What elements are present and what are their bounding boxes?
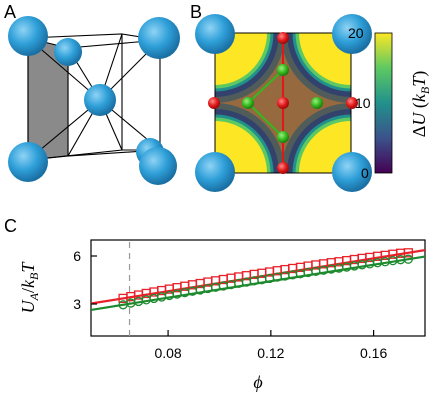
panel-c-label: C [4,216,17,236]
green-site [277,64,289,76]
energy-barrier-chart: 0.08 0.12 0.16 36 ϕ UA/kBT [18,239,426,392]
y-tick-label: 3 [73,296,81,312]
x-tick-label: 0.08 [154,345,181,361]
panel-a-label: A [4,2,16,22]
green-site [242,97,254,109]
atom-front-top-right [138,17,180,59]
corner-atom [195,14,235,54]
green-site [311,97,323,109]
red-site [208,97,220,109]
bcc-unit-cell [8,16,180,185]
data-point-circle [403,254,413,264]
atom-back-top-left [54,38,82,66]
colorbar-tick-label: 0 [361,165,369,181]
colorbar-tick-label: 20 [348,25,364,41]
panel-b-label: B [190,2,202,22]
red-site [277,32,289,44]
colorbar-bar [374,32,393,174]
red-site [346,97,358,109]
corner-atom [332,152,372,192]
x-tick-label: 0.12 [257,345,284,361]
atom-front-top-left [8,16,48,56]
y-axis-label: UA/kBT [18,261,41,314]
colorbar-tick-label: 10 [355,95,371,111]
corner-atom [332,14,372,54]
potential-energy-map [195,14,372,192]
y-tick-label: 6 [73,248,81,264]
green-pathway-lower [247,102,284,138]
red-site [277,97,289,109]
x-tick-label: 0.16 [360,345,387,361]
green-site [277,131,289,143]
y-axis: 36 [73,248,97,312]
plot-marks [91,248,425,312]
colorbar-label: ΔU (kBT) [409,71,432,137]
corner-atom [195,152,235,192]
red-site [277,162,289,174]
colorbar: 20 10 0 ΔU (kBT) [348,25,432,181]
x-axis: 0.08 0.12 0.16 [154,330,387,361]
atom-front-bottom-left [8,142,48,182]
atom-front-bottom-right [139,147,177,185]
atom-body-center [84,84,116,116]
plot-frame [90,239,426,337]
x-axis-label: ϕ [253,372,262,392]
green-pathway-upper [247,69,284,104]
data-point-square [403,248,413,258]
